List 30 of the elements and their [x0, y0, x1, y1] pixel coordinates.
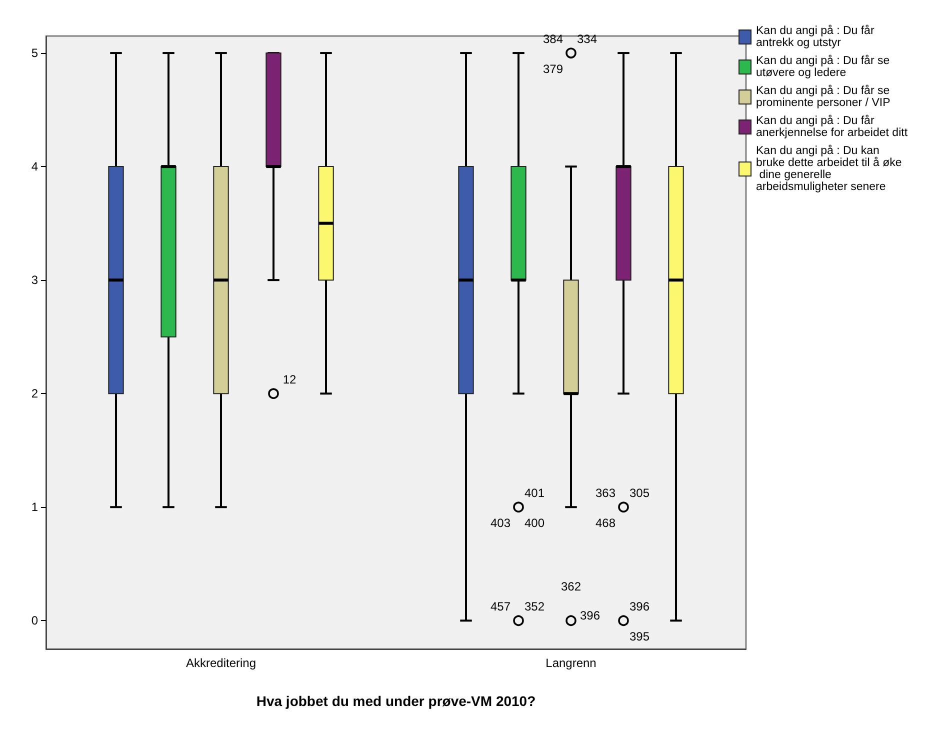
annotation: 396 — [580, 608, 600, 623]
legend-label: Kan du angi på : Du får se utøvere og ledere — [756, 54, 893, 79]
legend-label: Kan du angi på : Du får antrekk og utstyr — [756, 24, 878, 49]
x-axis-title: Hva jobbet du med under prøve-VM 2010? — [256, 693, 536, 709]
x-tick-label: Akkreditering — [186, 656, 256, 670]
legend-label: Kan du angi på : Du kan bruke dette arbeidet til å øke dine generelle arbeidsmuligheter senere — [756, 144, 902, 193]
annotation: 362 — [560, 580, 582, 594]
annotation: 396 — [629, 600, 650, 614]
legend-label: Kan du angi på : Du får se prominente personer / VIP — [756, 84, 893, 109]
annotation: 363 — [595, 486, 616, 500]
y-tick-label: 3 — [31, 273, 38, 288]
y-tick-label: 5 — [31, 46, 38, 60]
y-tick-label: 0 — [31, 614, 38, 628]
legend-label: Kan du angi på : Du får anerkjennelse for arbeidet ditt — [756, 114, 908, 139]
annotation: 403 — [490, 516, 511, 530]
annotation: 457 — [490, 600, 511, 614]
annotation: 379 — [542, 62, 564, 76]
annotation: 305 — [629, 486, 650, 500]
annotation: 395 — [629, 630, 650, 644]
y-tick-label: 4 — [31, 160, 38, 174]
x-tick-label: Langrenn — [546, 656, 596, 670]
annotation: 400 — [524, 516, 545, 530]
y-tick-label: 2 — [31, 386, 38, 401]
annotation: 352 — [524, 600, 545, 614]
y-tick-label: 1 — [31, 500, 38, 514]
annotation: 12 — [282, 372, 296, 387]
annotation: 468 — [595, 516, 616, 530]
annotation: 401 — [524, 486, 545, 500]
annotation: 334 — [576, 32, 598, 46]
annotation: 384 — [542, 32, 564, 46]
